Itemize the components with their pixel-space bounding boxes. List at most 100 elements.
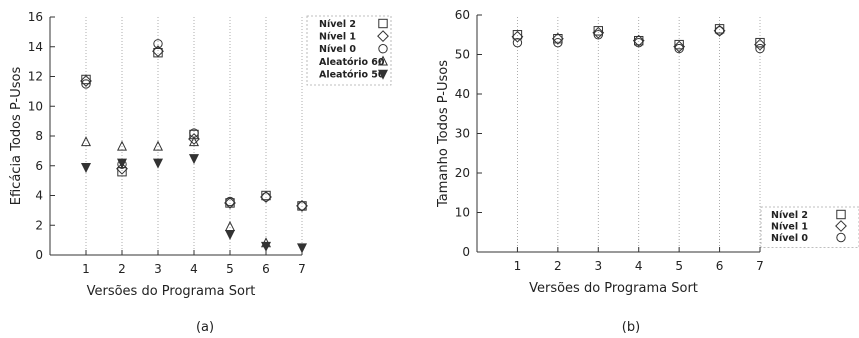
y-tick-label: 10	[455, 206, 470, 220]
data-point-circle	[634, 37, 644, 48]
y-tick-label: 0	[462, 245, 470, 259]
y-tick-label: 20	[455, 166, 470, 180]
legend-entry-label: Nível 0	[771, 233, 808, 244]
legend-marker-square	[378, 18, 388, 29]
data-point-circle	[674, 43, 684, 54]
legend-box	[306, 15, 392, 86]
data-point-diamond	[592, 26, 605, 39]
data-point-circle	[297, 201, 307, 211]
y-tick-label: 50	[455, 48, 470, 62]
data-point-square	[553, 34, 563, 44]
legend-marker-circle	[836, 232, 846, 243]
x-axis-label: Versões do Programa Sort	[87, 284, 256, 299]
data-point-diamond	[754, 38, 766, 51]
x-tick-label: 5	[675, 259, 683, 273]
y-tick-label: 6	[35, 159, 43, 173]
data-point-circle	[81, 79, 91, 89]
data-point-circle	[714, 26, 725, 36]
data-point-filled-triangle-down	[152, 158, 164, 169]
data-point-diamond	[673, 40, 686, 53]
legend-marker-triangle	[377, 55, 389, 66]
y-tick-label: 10	[28, 99, 43, 113]
data-point-circle	[593, 30, 603, 40]
legend-marker-circle	[378, 44, 388, 54]
y-tick-label: 12	[28, 70, 43, 84]
legend-marker-diamond	[835, 220, 847, 232]
data-point-diamond	[152, 45, 164, 58]
y-tick-label: 40	[455, 87, 470, 101]
data-point-diamond	[632, 34, 645, 47]
y-tick-label: 2	[35, 218, 43, 232]
legend-entry-label: Nível 2	[771, 210, 808, 221]
caption-a: (a)	[196, 320, 214, 335]
legend-entry-label: Nível 0	[319, 44, 356, 55]
y-tick-label: 30	[455, 127, 470, 141]
series-diamond	[511, 24, 766, 53]
data-point-square	[593, 26, 603, 36]
data-point-square	[755, 37, 765, 48]
series-square	[512, 24, 765, 50]
x-tick-label: 5	[226, 262, 234, 276]
data-point-filled-triangle-down	[80, 163, 92, 174]
data-point-filled-triangle-down	[224, 229, 236, 240]
legend-entry-label: Nível 1	[319, 32, 356, 43]
x-tick-label: 3	[594, 259, 602, 273]
legend-marker-diamond	[377, 30, 389, 43]
y-tick-label: 14	[28, 40, 43, 54]
data-point-diamond	[224, 197, 236, 209]
legend-entry-label: Aleatório 60	[319, 57, 385, 68]
x-tick-label: 7	[756, 259, 764, 273]
data-point-filled-triangle-down	[116, 158, 128, 169]
x-tick-label: 1	[82, 262, 90, 276]
x-tick-label: 7	[298, 262, 306, 276]
x-axis-label: Versões do Programa Sort	[529, 281, 698, 296]
data-point-triangle	[80, 136, 92, 147]
data-point-circle	[261, 192, 271, 202]
data-point-circle	[153, 39, 163, 49]
data-point-diamond	[188, 133, 200, 145]
y-tick-label: 8	[35, 129, 43, 143]
data-point-circle	[512, 37, 523, 48]
y-axis-label: Tamanho Todos P-Usos	[436, 60, 451, 208]
x-tick-label: 1	[514, 259, 522, 273]
data-point-diamond	[511, 30, 524, 43]
data-point-square	[153, 48, 163, 58]
y-axis-label: Eficácia Todos P-Usos	[9, 67, 24, 206]
x-tick-label: 3	[154, 262, 162, 276]
caption-b: (b)	[622, 320, 640, 335]
legend-marker-filled-triangle-down	[377, 69, 389, 80]
data-point-triangle	[188, 136, 200, 147]
series-circle	[512, 26, 765, 54]
legend-entry-label: Aleatório 50	[319, 69, 385, 80]
legend-entry-label: Nível 1	[771, 222, 808, 233]
legend-marker-square	[836, 209, 846, 220]
legend-box	[760, 206, 859, 248]
x-tick-label: 6	[716, 259, 724, 273]
series-triangle	[80, 136, 272, 248]
data-point-triangle	[116, 140, 128, 151]
y-tick-label: 0	[35, 248, 43, 262]
x-tick-label: 6	[262, 262, 270, 276]
data-point-circle	[755, 43, 765, 54]
data-point-filled-triangle-down	[188, 154, 200, 165]
data-point-diamond	[80, 75, 92, 87]
y-tick-label: 16	[28, 10, 43, 24]
x-tick-label: 2	[118, 262, 126, 276]
chart-panel-b: 0 10 20 30 40 50 60 1 2 3 4 5 6 7 Versões do Programa …	[436, 8, 859, 296]
data-point-circle	[553, 37, 563, 48]
legend-entry-label: Nível 2	[319, 19, 356, 30]
y-tick-label: 60	[455, 8, 470, 22]
x-tick-label: 4	[190, 262, 198, 276]
y-tick-label: 4	[35, 189, 43, 203]
data-point-triangle	[224, 220, 236, 231]
series-filled-triangle-down	[80, 154, 308, 254]
data-point-diamond	[551, 32, 564, 45]
x-tick-label: 2	[554, 259, 562, 273]
data-point-filled-triangle-down	[296, 243, 308, 254]
data-point-triangle	[152, 140, 164, 151]
data-point-filled-triangle-down	[260, 241, 272, 252]
